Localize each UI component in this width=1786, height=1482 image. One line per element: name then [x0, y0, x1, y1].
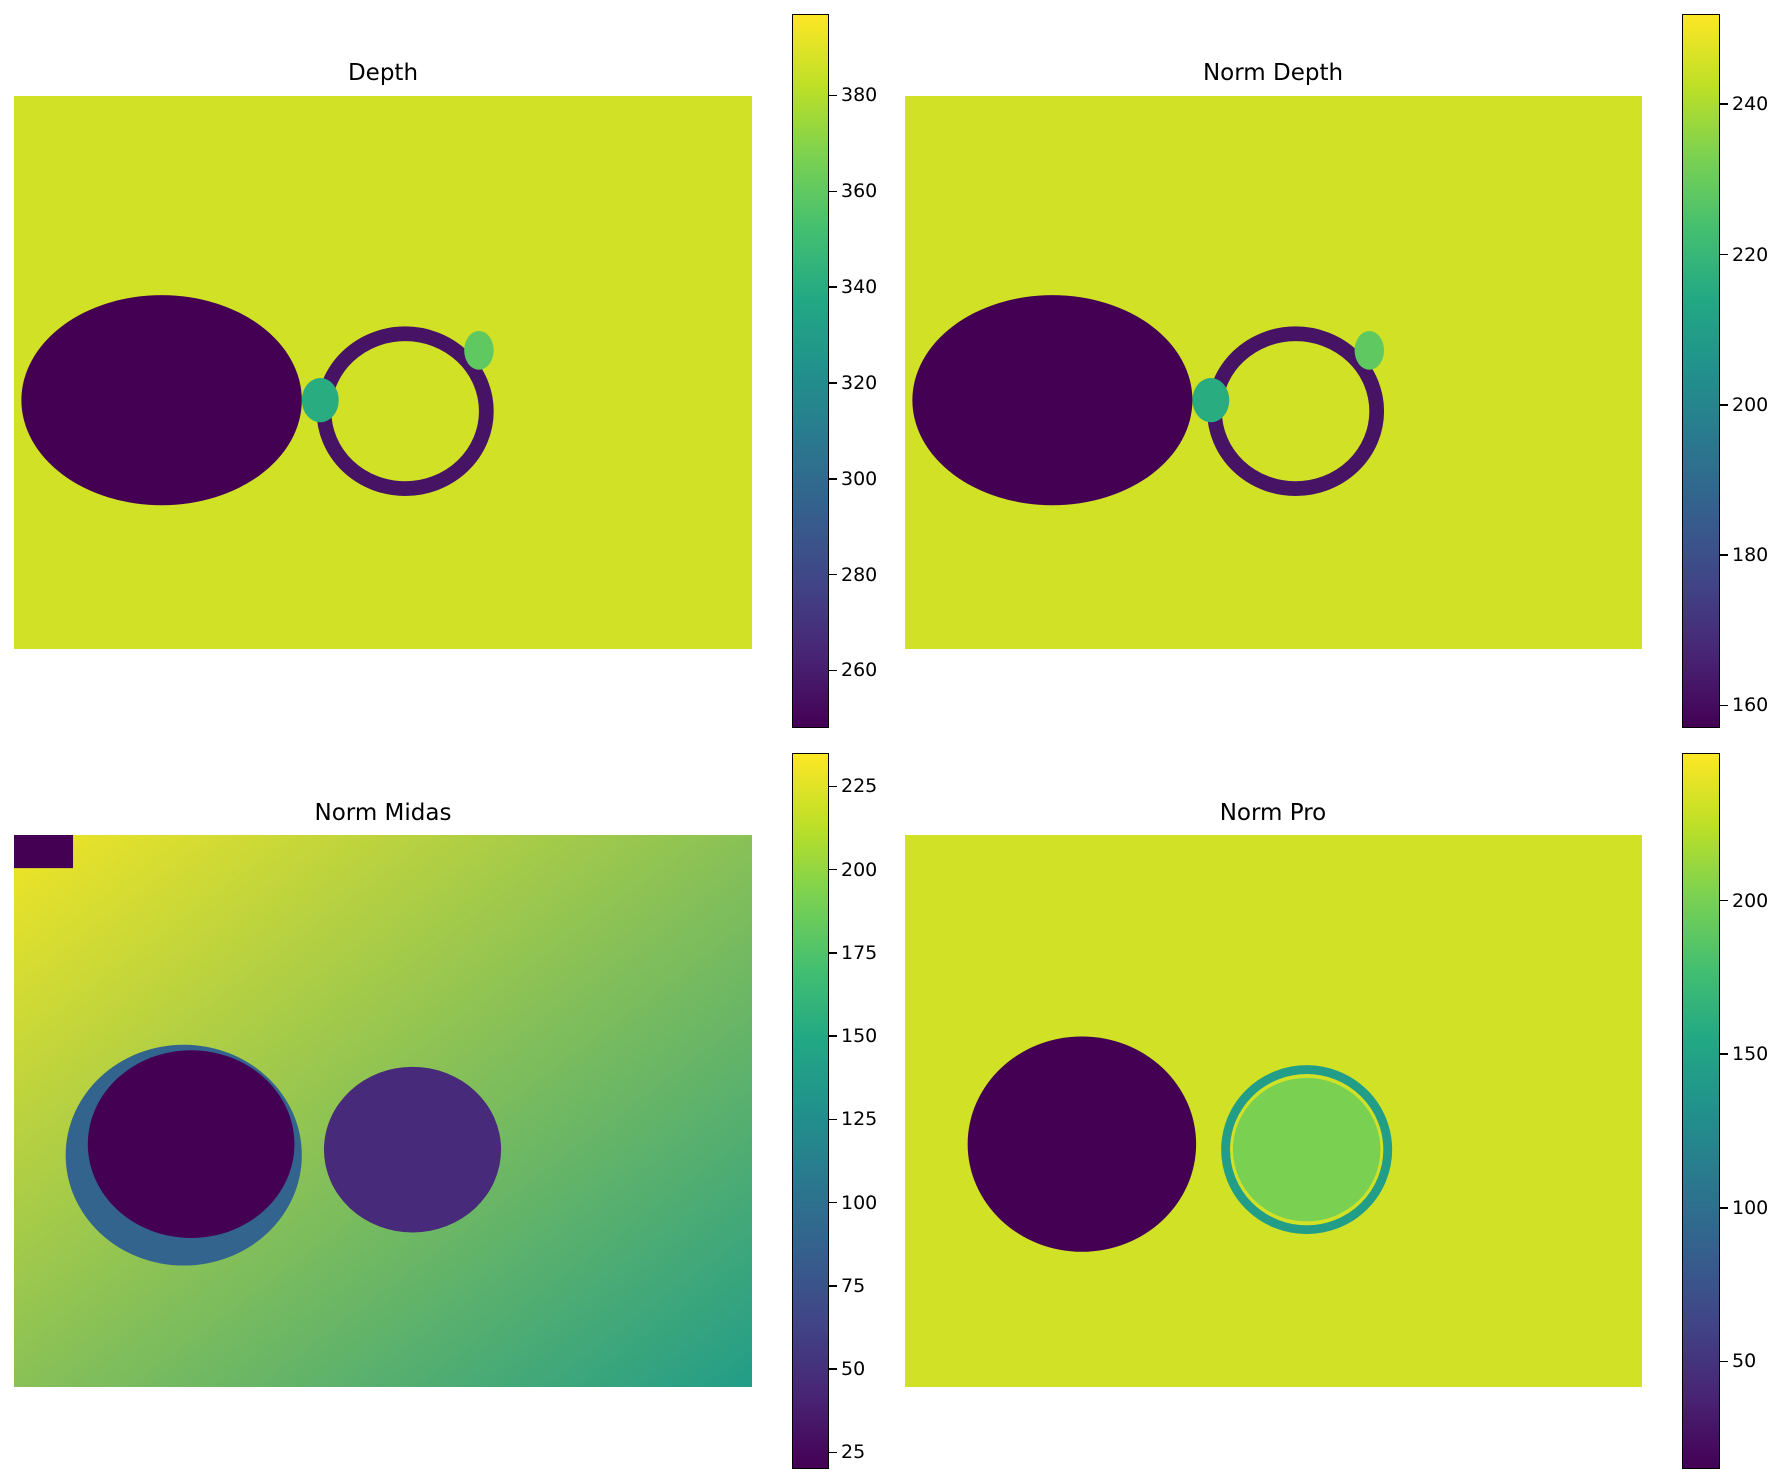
colorbar-tick-label: 50 — [1732, 1350, 1757, 1373]
colorbar-tick-label: 50 — [841, 1358, 866, 1381]
heatmap-image — [905, 835, 1642, 1387]
colorbar-tick — [829, 478, 837, 480]
colorbar-tick-label: 180 — [1732, 544, 1769, 567]
colorbar-tick-label: 380 — [841, 84, 878, 107]
colorbar-tick-label: 225 — [841, 775, 878, 798]
region-ring — [1221, 1065, 1393, 1235]
colorbar-tick-label: 200 — [1732, 889, 1769, 912]
colorbar-tick — [1720, 704, 1728, 707]
colorbar-tick — [829, 1201, 837, 1204]
heatmap-image — [14, 835, 752, 1387]
colorbar — [1682, 753, 1720, 1469]
region-corner-patch — [14, 835, 74, 869]
colorbar-tick — [829, 868, 837, 871]
colorbar-tick — [829, 573, 837, 576]
colorbar-tick-label: 340 — [841, 276, 878, 299]
colorbar-tick-label: 175 — [841, 941, 878, 964]
colorbar-tick-label: 75 — [841, 1274, 866, 1297]
colorbar-tick-label: 200 — [841, 858, 878, 881]
colorbar — [792, 753, 829, 1469]
colorbar-tick — [829, 94, 837, 97]
colorbar-tick — [829, 1368, 837, 1370]
colorbar-tick-label: 240 — [1732, 93, 1769, 116]
colorbar-tick — [829, 1451, 837, 1454]
colorbar-tick — [829, 1118, 837, 1121]
colorbar — [792, 14, 829, 728]
colorbar-tick-label: 280 — [841, 563, 878, 586]
region-bridge — [1192, 378, 1230, 423]
heatmap-image — [14, 96, 752, 649]
region-small-disk — [323, 1066, 502, 1233]
colorbar-tick — [829, 669, 837, 672]
colorbar-tick — [1720, 103, 1728, 105]
colorbar-tick-label: 150 — [841, 1025, 878, 1048]
colorbar-tick-label: 200 — [1732, 393, 1769, 416]
colorbar-tick — [1720, 1053, 1728, 1055]
colorbar-tick-label: 260 — [841, 659, 878, 682]
colorbar-tick-label: 100 — [841, 1191, 878, 1214]
colorbar-tick — [829, 286, 837, 288]
region-large-disk — [87, 1050, 295, 1238]
colorbar — [1682, 14, 1720, 728]
region-large-disk — [21, 295, 302, 506]
colorbar-tick-label: 160 — [1732, 694, 1769, 717]
chart-title: Norm Depth — [1202, 60, 1344, 86]
colorbar-tick — [829, 785, 837, 788]
region-ring-inner — [1232, 1077, 1381, 1222]
colorbar-tick — [1720, 899, 1728, 902]
colorbar-tick-label: 25 — [841, 1441, 866, 1464]
colorbar-tick — [829, 190, 837, 193]
region-edge-glow — [1354, 331, 1385, 370]
colorbar-tick-label: 150 — [1732, 1043, 1769, 1066]
colorbar-tick — [1720, 554, 1728, 556]
chart-title: Depth — [347, 60, 419, 86]
colorbar-tick — [1720, 253, 1728, 256]
chart-title: Norm Midas — [314, 800, 452, 826]
colorbar-tick — [829, 1035, 837, 1037]
colorbar-tick-label: 300 — [841, 467, 878, 490]
region-large-disk — [967, 1036, 1197, 1252]
region-bridge — [301, 378, 339, 423]
region-edge-glow — [464, 331, 494, 370]
colorbar-tick — [829, 1285, 837, 1287]
colorbar-tick-label: 100 — [1732, 1196, 1769, 1219]
colorbar-tick — [829, 382, 837, 384]
colorbar-tick — [829, 952, 837, 954]
colorbar-tick — [1720, 404, 1728, 406]
colorbar-tick-label: 360 — [841, 180, 878, 203]
region-large-disk — [912, 295, 1193, 506]
colorbar-tick — [1720, 1360, 1728, 1363]
colorbar-tick — [1720, 1207, 1728, 1209]
heatmap-image — [905, 96, 1642, 649]
colorbar-tick-label: 320 — [841, 371, 878, 394]
colorbar-tick-label: 125 — [841, 1108, 878, 1131]
colorbar-tick-label: 220 — [1732, 243, 1769, 266]
chart-title: Norm Pro — [1219, 800, 1327, 826]
